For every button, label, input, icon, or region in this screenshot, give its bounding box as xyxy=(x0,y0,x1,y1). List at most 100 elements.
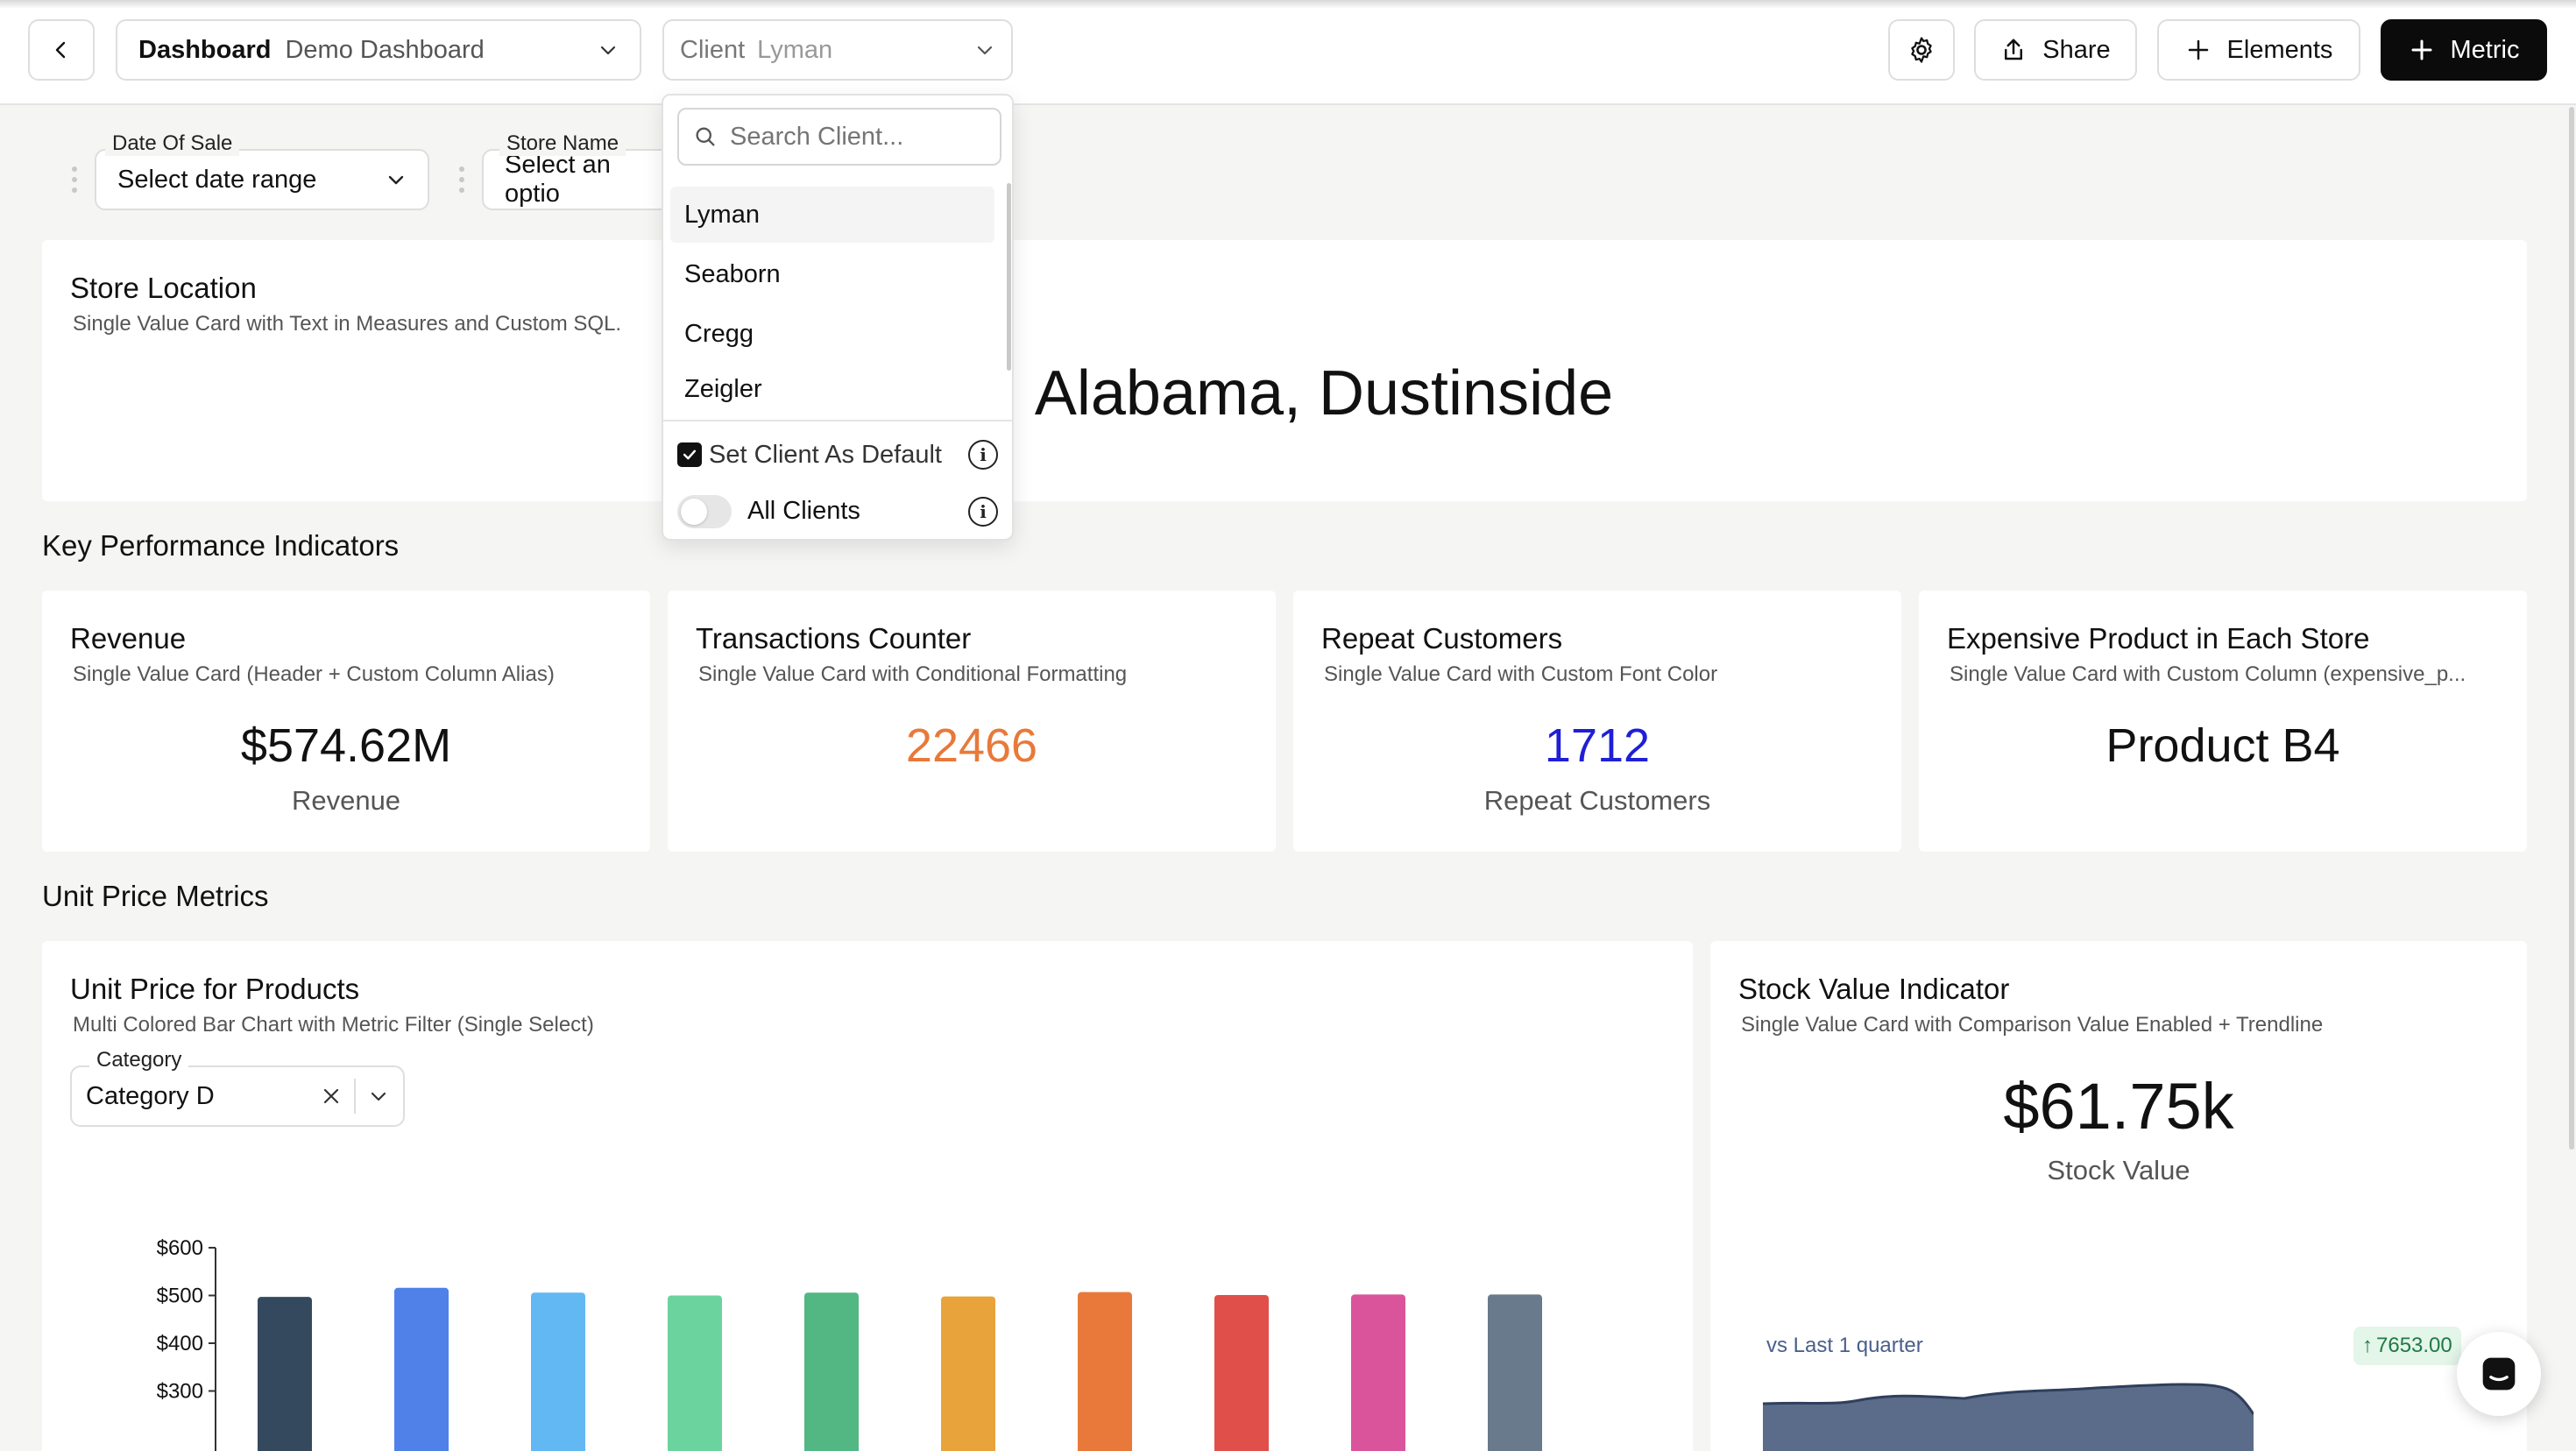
card-title: Stock Value Indicator xyxy=(1738,973,2010,1005)
store-location-card: Store Location Single Value Card with Te… xyxy=(42,240,2527,501)
set-default-label: Set Client As Default xyxy=(709,441,942,469)
checkmark-icon xyxy=(683,449,697,460)
toggle-knob xyxy=(681,499,707,525)
card-subtitle: Single Value Card with Comparison Value … xyxy=(1741,1013,2324,1037)
store-name-filter[interactable]: Select an optio xyxy=(482,149,675,210)
chart-bar[interactable] xyxy=(668,1295,722,1451)
plus-icon xyxy=(2188,39,2208,60)
client-value: Lyman xyxy=(757,35,833,64)
card-subtitle: Multi Colored Bar Chart with Metric Filt… xyxy=(73,1013,594,1037)
plus-icon xyxy=(2411,39,2432,60)
client-search-box[interactable] xyxy=(677,108,1001,166)
card-subtitle: Single Value Card with Custom Column (ex… xyxy=(1950,662,2466,686)
unit-price-chart-card: Unit Price for Products Multi Colored Ba… xyxy=(42,941,1693,1451)
y-tick-label: $300 xyxy=(157,1380,203,1404)
search-icon xyxy=(696,127,715,146)
repeat-customers-label: Repeat Customers xyxy=(1483,785,1711,816)
stock-value: $61.75k xyxy=(2003,1070,2234,1143)
dashboard-selector[interactable]: Dashboard Demo Dashboard xyxy=(116,19,641,81)
stock-trendline xyxy=(1763,1383,2254,1451)
transactions-value: 22466 xyxy=(905,719,1038,772)
close-icon[interactable] xyxy=(321,1086,342,1107)
chevron-left-icon xyxy=(55,41,66,59)
category-filter-label: Category xyxy=(89,1048,189,1072)
date-of-sale-label: Date Of Sale xyxy=(105,131,240,156)
store-name-value: Select an optio xyxy=(505,151,611,208)
drag-handle-icon[interactable] xyxy=(72,166,77,193)
all-clients-label: All Clients xyxy=(747,497,860,525)
all-clients-toggle[interactable] xyxy=(677,495,732,528)
gear-icon xyxy=(1911,37,1932,63)
revenue-value: $574.62M xyxy=(240,719,452,772)
store-location-value: Alabama, Dustinside xyxy=(1034,358,1614,428)
dashboard-name: Demo Dashboard xyxy=(285,35,485,64)
card-title: Repeat Customers xyxy=(1321,622,1563,655)
add-metric-button[interactable]: Metric xyxy=(2381,19,2547,81)
card-title: Transactions Counter xyxy=(696,622,972,655)
divider xyxy=(663,420,1012,421)
card-title: Expensive Product in Each Store xyxy=(1947,622,2370,655)
client-label: Client xyxy=(680,35,746,64)
client-option[interactable]: Lyman xyxy=(670,187,994,243)
client-option[interactable]: Zeigler xyxy=(684,374,762,403)
repeat-customers-card: Repeat Customers Single Value Card with … xyxy=(1293,591,1901,852)
revenue-card: Revenue Single Value Card (Header + Cust… xyxy=(42,591,650,852)
client-selector[interactable]: Client Lyman xyxy=(662,19,1013,81)
chart-bar[interactable] xyxy=(804,1292,859,1451)
category-filter[interactable]: Category D xyxy=(70,1065,405,1127)
comparison-badge: ↑ 7653.00 xyxy=(2353,1327,2461,1365)
chart-bar[interactable] xyxy=(1078,1292,1132,1451)
client-option[interactable]: Cregg xyxy=(684,319,754,348)
kpi-section-title: Key Performance Indicators xyxy=(42,529,400,562)
page-scrollbar[interactable] xyxy=(2569,107,2574,1150)
comparison-value: 7653.00 xyxy=(2376,1334,2452,1357)
chevron-down-icon[interactable] xyxy=(368,1086,389,1107)
info-icon[interactable]: i xyxy=(968,440,998,470)
card-subtitle: Single Value Card with Custom Font Color xyxy=(1324,662,1718,686)
client-option[interactable]: Seaborn xyxy=(684,259,781,288)
chart-bar[interactable] xyxy=(1351,1294,1405,1451)
unit-price-section-title: Unit Price Metrics xyxy=(42,880,269,912)
client-dropdown: Lyman Seaborn Cregg Zeigler Set Client A… xyxy=(662,94,1014,541)
add-elements-button[interactable]: Elements xyxy=(2157,19,2360,81)
store-name-label: Store Name xyxy=(499,131,626,156)
back-button[interactable] xyxy=(28,19,95,81)
expensive-product-value: Product B4 xyxy=(2105,719,2340,772)
chart-bar[interactable] xyxy=(941,1296,995,1451)
y-tick-label: $500 xyxy=(157,1285,203,1308)
transactions-card: Transactions Counter Single Value Card w… xyxy=(668,591,1276,852)
top-shadow xyxy=(0,0,2576,9)
chart-bar[interactable] xyxy=(1488,1294,1542,1451)
card-subtitle: Single Value Card (Header + Custom Colum… xyxy=(73,662,555,686)
drag-handle-icon[interactable] xyxy=(459,166,464,193)
chart-bar[interactable] xyxy=(258,1297,312,1451)
chart-bar[interactable] xyxy=(531,1292,585,1451)
date-of-sale-filter[interactable]: Select date range xyxy=(95,149,429,210)
chat-button[interactable] xyxy=(2457,1332,2541,1416)
card-subtitle: Single Value Card with Conditional Forma… xyxy=(698,662,1128,686)
set-default-checkbox[interactable] xyxy=(677,442,702,467)
metric-label: Metric xyxy=(2450,35,2520,64)
stock-value-label: Stock Value xyxy=(2047,1155,2190,1186)
share-button[interactable]: Share xyxy=(1974,19,2137,81)
card-title: Revenue xyxy=(70,622,187,655)
expensive-product-card: Expensive Product in Each Store Single V… xyxy=(1919,591,2527,852)
chart-bar[interactable] xyxy=(1214,1294,1269,1451)
arrow-up-icon: ↑ xyxy=(2362,1334,2373,1357)
unit-price-bar-chart: $600 $500 $400 $300 xyxy=(157,1236,1542,1451)
chevron-down-icon xyxy=(977,46,993,55)
share-label: Share xyxy=(2042,35,2111,64)
revenue-label: Revenue xyxy=(291,785,401,816)
settings-button[interactable] xyxy=(1888,19,1955,81)
info-icon[interactable]: i xyxy=(968,497,998,527)
date-of-sale-value: Select date range xyxy=(117,165,317,194)
client-list-scrollbar[interactable] xyxy=(1007,183,1011,371)
card-title: Unit Price for Products xyxy=(70,973,360,1005)
y-tick-label: $400 xyxy=(157,1332,203,1355)
comparison-label: vs Last 1 quarter xyxy=(1766,1334,1923,1357)
chart-bar[interactable] xyxy=(394,1287,449,1451)
divider xyxy=(354,1079,356,1114)
client-search-input[interactable] xyxy=(730,122,975,152)
y-tick-label: $600 xyxy=(157,1236,203,1260)
chevron-down-icon xyxy=(388,175,404,185)
